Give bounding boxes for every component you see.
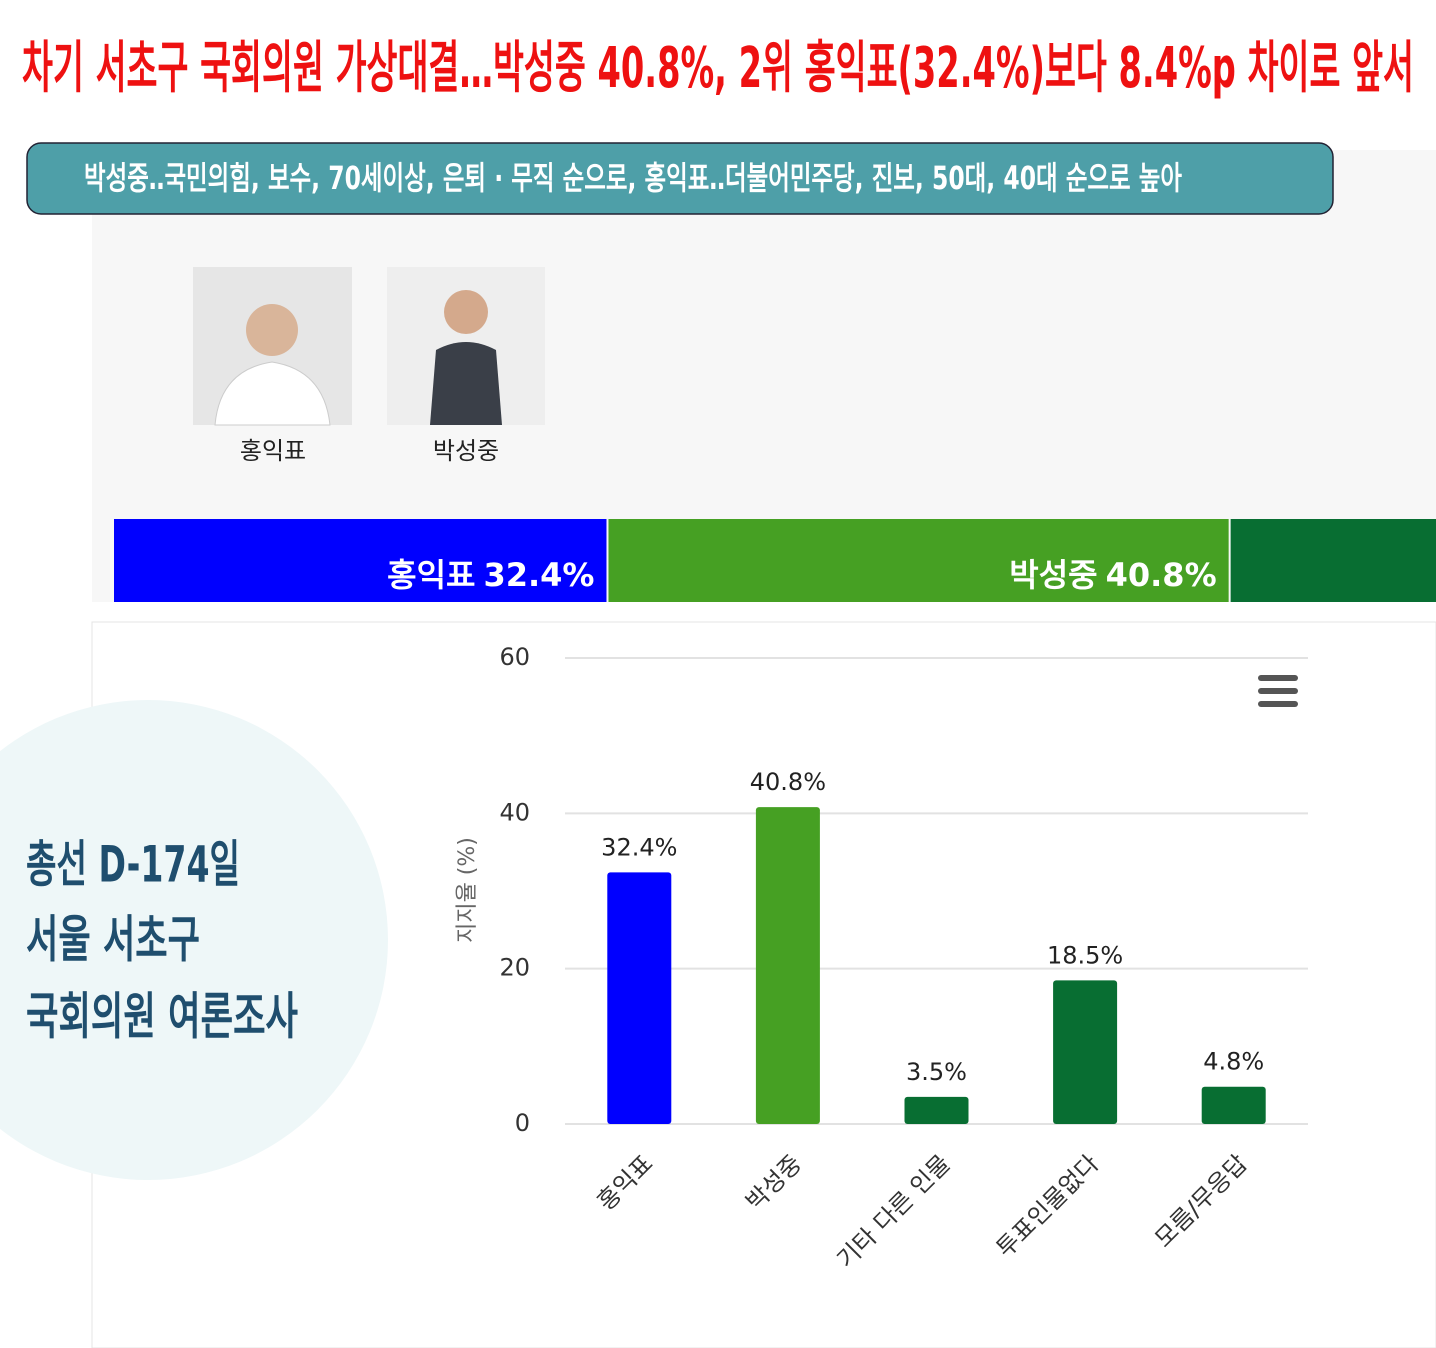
bar <box>904 1096 969 1124</box>
menu-bar[interactable] <box>1258 701 1298 707</box>
data-label: 18.5% <box>1047 941 1123 969</box>
stack-label-value: 32.4% <box>483 556 594 594</box>
subheadline-box <box>26 142 1334 215</box>
stack-segment-rest <box>1230 519 1436 602</box>
photo-face <box>444 290 488 334</box>
y-tick-label: 0 <box>515 1109 530 1137</box>
stack-label-value: 40.8% <box>1106 556 1217 594</box>
y-tick-label: 40 <box>499 798 530 826</box>
stack-label-name: 박성중 <box>1009 556 1097 594</box>
photo-body <box>430 342 502 425</box>
data-label: 4.8% <box>1203 1048 1264 1076</box>
stack-label: 박성중 40.8% <box>1009 556 1216 594</box>
menu-button[interactable] <box>1258 675 1298 707</box>
stack-segment <box>114 519 607 602</box>
y-axis-label: 지지율 (%) <box>455 837 480 943</box>
side-title: 총선 D-174일 서울 서초구 국회의원 여론조사 <box>26 836 298 1046</box>
side-circle <box>0 700 388 1180</box>
subheadline: 박성중‥국민의힘, 보수, 70세이상, 은퇴 · 무직 순으로, 홍익표‥더불… <box>84 159 1182 197</box>
stack-label-name: 홍익표 <box>387 556 475 594</box>
stack-label: 홍익표 32.4% <box>387 556 594 594</box>
side-title-line: 국회의원 여론조사 <box>26 988 298 1046</box>
side-title-line: 총선 D-174일 <box>26 836 240 894</box>
bar <box>607 872 672 1124</box>
bar <box>1201 1086 1266 1124</box>
bar <box>1053 980 1118 1124</box>
menu-bar[interactable] <box>1258 675 1298 681</box>
candidate-name: 홍익표 <box>240 437 306 465</box>
data-label: 40.8% <box>750 768 826 796</box>
data-label: 3.5% <box>906 1058 967 1086</box>
side-title-line: 서울 서초구 <box>26 911 200 969</box>
data-label: 32.4% <box>601 833 677 861</box>
bar <box>755 807 820 1124</box>
photo-body <box>214 361 331 426</box>
headline: 차기 서초구 국회의원 가상대결…박성중 40.8%, 2위 홍익표(32.4%… <box>22 36 1414 101</box>
menu-bar[interactable] <box>1258 688 1298 694</box>
photo-face <box>246 304 298 356</box>
y-tick-label: 20 <box>499 954 530 982</box>
y-tick-label: 60 <box>499 643 530 671</box>
candidate-name: 박성중 <box>433 437 499 465</box>
stack-segment <box>608 519 1229 602</box>
